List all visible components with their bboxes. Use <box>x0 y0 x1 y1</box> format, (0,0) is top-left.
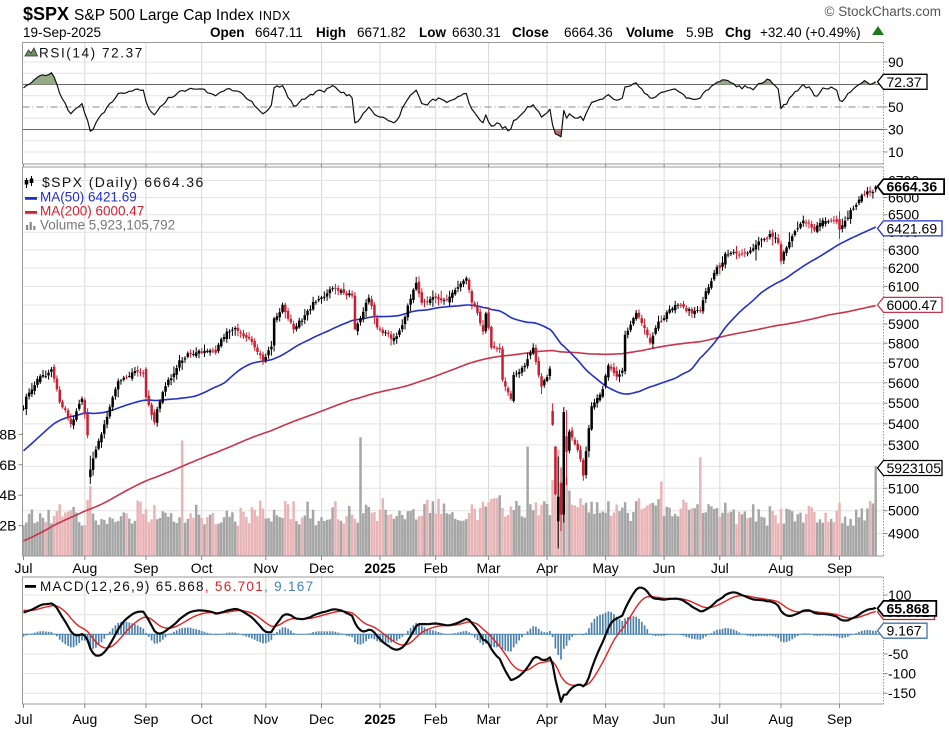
svg-text:19-Sep-2025: 19-Sep-2025 <box>23 25 101 40</box>
svg-text:Aug: Aug <box>72 711 97 727</box>
svg-text:Jul: Jul <box>15 560 33 576</box>
svg-text:MA(50) 6421.69: MA(50) 6421.69 <box>40 190 137 205</box>
svg-text:Jul: Jul <box>15 711 33 727</box>
svg-text:2025: 2025 <box>364 711 395 727</box>
svg-text:Mar: Mar <box>477 711 501 727</box>
svg-text:MACD(12,26,9) 65.868, 56.701,: MACD(12,26,9) 65.868, 56.701, 9.167 <box>40 579 314 594</box>
svg-text:8B: 8B <box>0 426 17 442</box>
svg-text:Dec: Dec <box>309 560 334 576</box>
svg-text:5500: 5500 <box>888 395 919 411</box>
svg-text:-50: -50 <box>888 646 908 662</box>
svg-text:5900: 5900 <box>888 316 919 332</box>
svg-text:Jul: Jul <box>711 560 729 576</box>
svg-text:2025: 2025 <box>364 560 395 576</box>
svg-text:Jun: Jun <box>653 711 676 727</box>
svg-text:9.167: 9.167 <box>887 623 922 639</box>
svg-text:Volume 5,923,105,792: Volume 5,923,105,792 <box>40 218 175 233</box>
svg-text:5600: 5600 <box>888 375 919 391</box>
svg-text:$SPX (Daily) 6664.36: $SPX (Daily) 6664.36 <box>42 174 205 190</box>
svg-text:6300: 6300 <box>888 242 919 258</box>
svg-text:72.37: 72.37 <box>887 74 922 90</box>
svg-text:6B: 6B <box>0 457 17 473</box>
svg-text:-100: -100 <box>888 666 916 682</box>
svg-text:5923105: 5923105 <box>887 460 942 476</box>
svg-text:Dec: Dec <box>309 711 334 727</box>
svg-text:Aug: Aug <box>72 560 97 576</box>
svg-text:Nov: Nov <box>253 711 278 727</box>
svg-text:65.868: 65.868 <box>887 600 930 616</box>
svg-text:4B: 4B <box>0 487 17 503</box>
svg-text:© StockCharts.com: © StockCharts.com <box>825 4 941 19</box>
svg-text:Mar: Mar <box>477 560 501 576</box>
svg-text:5100: 5100 <box>888 480 919 496</box>
svg-text:4900: 4900 <box>888 526 919 542</box>
svg-text:50: 50 <box>888 99 904 115</box>
svg-text:Jul: Jul <box>711 711 729 727</box>
svg-text:5400: 5400 <box>888 416 919 432</box>
svg-text:$SPX S&P 500 Large Cap Index I: $SPX S&P 500 Large Cap Index INDX <box>23 4 291 24</box>
svg-text:Feb: Feb <box>424 560 448 576</box>
svg-text:May: May <box>592 560 618 576</box>
svg-text:Apr: Apr <box>536 560 558 576</box>
svg-text:-150: -150 <box>888 685 916 701</box>
svg-text:6100: 6100 <box>888 278 919 294</box>
svg-text:5300: 5300 <box>888 437 919 453</box>
svg-text:5000: 5000 <box>888 503 919 519</box>
svg-text:100: 100 <box>888 587 912 603</box>
svg-text:90: 90 <box>888 54 904 70</box>
svg-text:10: 10 <box>888 144 904 160</box>
svg-text:5700: 5700 <box>888 355 919 371</box>
svg-text:6421.69: 6421.69 <box>887 220 938 236</box>
svg-text:Sep: Sep <box>134 560 159 576</box>
svg-text:RSI(14) 72.37: RSI(14) 72.37 <box>39 46 144 61</box>
svg-text:Apr: Apr <box>536 711 558 727</box>
svg-text:MA(200) 6000.47: MA(200) 6000.47 <box>40 204 144 219</box>
svg-text:Aug: Aug <box>769 560 794 576</box>
svg-text:Aug: Aug <box>769 711 794 727</box>
svg-text:Oct: Oct <box>191 711 213 727</box>
svg-text:6000.47: 6000.47 <box>887 297 938 313</box>
svg-text:5800: 5800 <box>888 335 919 351</box>
svg-text:6200: 6200 <box>888 260 919 276</box>
svg-text:Oct: Oct <box>191 560 213 576</box>
svg-text:Sep: Sep <box>134 711 159 727</box>
svg-text:Sep: Sep <box>827 711 852 727</box>
svg-text:6664.36: 6664.36 <box>887 179 938 195</box>
svg-text:6500: 6500 <box>888 207 919 223</box>
svg-text:Feb: Feb <box>424 711 448 727</box>
svg-text:2B: 2B <box>0 518 17 534</box>
svg-text:30: 30 <box>888 122 904 138</box>
svg-text:Sep: Sep <box>827 560 852 576</box>
svg-text:May: May <box>592 711 618 727</box>
svg-text:Jun: Jun <box>653 560 676 576</box>
svg-text:Nov: Nov <box>253 560 278 576</box>
